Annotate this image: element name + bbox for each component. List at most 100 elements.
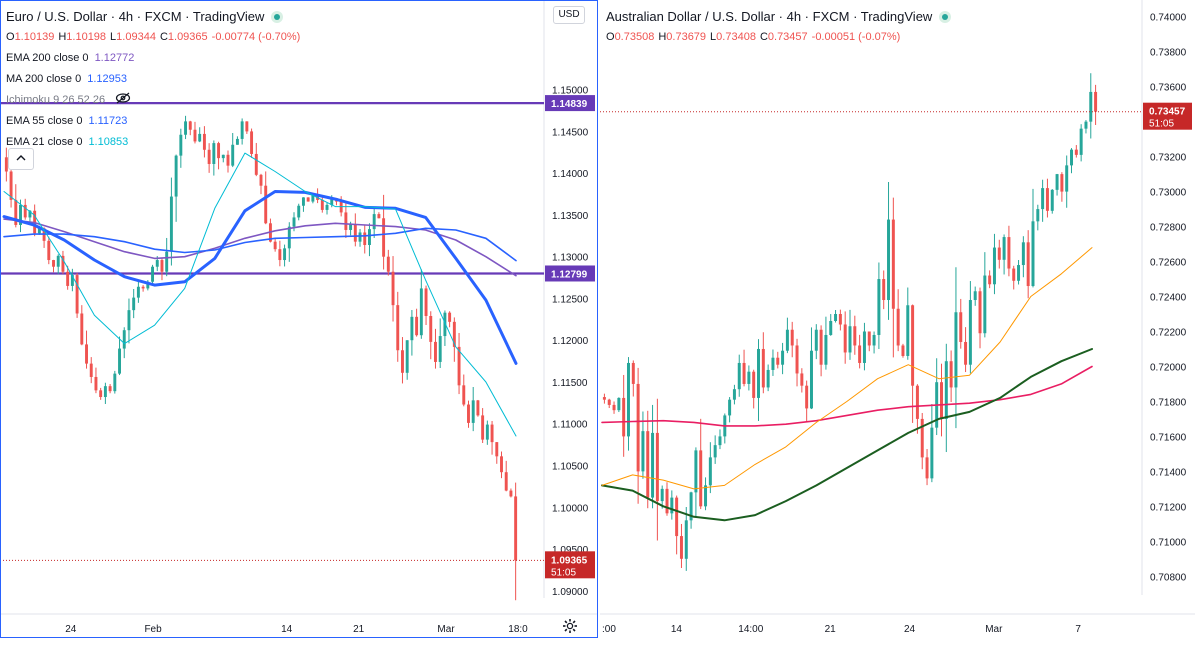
eurusd-candle[interactable] [297, 203, 301, 221]
audusd-candle[interactable] [1017, 260, 1021, 285]
eurusd-candle[interactable] [504, 460, 508, 492]
audusd-candle[interactable] [1055, 173, 1059, 196]
audusd-candle[interactable] [679, 523, 683, 568]
audusd-candle[interactable] [814, 324, 818, 360]
eurusd-candle[interactable] [490, 420, 494, 455]
audusd-candle[interactable] [670, 490, 674, 520]
audusd-candle[interactable] [906, 287, 910, 360]
eurusd-candle[interactable] [184, 115, 188, 140]
eurusd-candle[interactable] [245, 121, 249, 134]
eurusd-candle[interactable] [80, 305, 84, 346]
eurusd-candle[interactable] [89, 357, 93, 384]
audusd-candle[interactable] [944, 343, 948, 453]
audusd-candle[interactable] [896, 289, 900, 352]
eurusd-candle[interactable] [240, 118, 244, 145]
audusd-candle[interactable] [694, 447, 698, 517]
eurusd-candle[interactable] [52, 259, 55, 273]
audusd-candle[interactable] [790, 321, 794, 358]
eurusd-candle[interactable] [457, 332, 461, 395]
audusd-candle[interactable] [1089, 73, 1093, 139]
legend-collapse-button[interactable] [8, 148, 34, 170]
audusd-chart-svg[interactable]: 0.740000.738000.736000.734000.732000.730… [600, 0, 1195, 645]
eurusd-candle[interactable] [118, 336, 121, 376]
audusd-candle[interactable] [920, 412, 924, 470]
eurusd-candle[interactable] [320, 196, 324, 213]
audusd-candle[interactable] [915, 384, 919, 434]
eurusd-candle[interactable] [344, 201, 348, 239]
audusd-candle[interactable] [626, 357, 630, 451]
audusd-candle[interactable] [752, 369, 756, 409]
eurusd-candle[interactable] [75, 272, 79, 318]
audusd-candle[interactable] [1045, 178, 1049, 218]
audusd-candle[interactable] [1021, 236, 1025, 278]
audusd-candle[interactable] [925, 449, 929, 486]
audusd-candle[interactable] [882, 270, 886, 310]
eurusd-candle[interactable] [108, 384, 112, 394]
eurusd-candle[interactable] [325, 202, 329, 215]
audusd-candle[interactable] [949, 350, 953, 403]
audusd-candle[interactable] [737, 354, 741, 397]
eurusd-candle[interactable] [500, 451, 503, 479]
audusd-candle[interactable] [1050, 189, 1054, 214]
audusd-candle[interactable] [935, 358, 939, 436]
eurusd-candle[interactable] [47, 236, 51, 265]
audusd-candle[interactable] [742, 349, 746, 387]
audusd-candle[interactable] [901, 343, 905, 358]
audusd-candle[interactable] [723, 413, 727, 444]
eurusd-candle[interactable] [367, 223, 371, 257]
eurusd-candle[interactable] [85, 330, 88, 369]
gear-icon[interactable] [562, 618, 578, 638]
eurusd-candle[interactable] [410, 310, 414, 356]
audusd-candle[interactable] [809, 327, 813, 410]
audusd-candle[interactable] [607, 398, 611, 409]
audusd-candle[interactable] [1012, 265, 1016, 290]
audusd-candle[interactable] [1070, 148, 1074, 174]
audusd-candle[interactable] [1065, 155, 1069, 208]
audusd-candle[interactable] [992, 233, 996, 295]
audusd-candle[interactable] [983, 252, 987, 338]
audusd-candle[interactable] [665, 482, 669, 516]
audusd-candle[interactable] [646, 410, 650, 509]
eurusd-candle[interactable] [174, 154, 178, 222]
audusd-candle[interactable] [862, 322, 866, 371]
audusd-candle[interactable] [1031, 188, 1035, 288]
audusd-candle[interactable] [651, 404, 655, 509]
audusd-candle[interactable] [732, 384, 736, 405]
audusd-candle[interactable] [675, 495, 679, 555]
eurusd-candle[interactable] [113, 370, 117, 394]
audusd-candle[interactable] [867, 331, 871, 352]
audusd-candle[interactable] [930, 404, 934, 483]
eurusd-candle[interactable] [476, 399, 480, 417]
audusd-candle[interactable] [805, 380, 809, 423]
audusd-candle[interactable] [1026, 230, 1030, 299]
audusd-candle[interactable] [776, 351, 780, 369]
audusd-candle[interactable] [978, 287, 982, 349]
eurusd-candle[interactable] [132, 289, 136, 319]
eurusd-candle[interactable] [391, 256, 395, 322]
eurusd-candle[interactable] [283, 244, 287, 267]
audusd-candle[interactable] [631, 360, 635, 397]
eurusd-candle[interactable] [160, 258, 164, 281]
audusd-candle[interactable] [843, 311, 847, 364]
audusd-candle[interactable] [781, 342, 785, 375]
audusd-ma-line-ema-55[interactable] [601, 247, 1093, 490]
audusd-candle[interactable] [1079, 124, 1083, 162]
audusd-candle[interactable] [612, 401, 616, 414]
audusd-candle[interactable] [858, 334, 862, 369]
eurusd-candle[interactable] [452, 317, 456, 362]
eurusd-candle[interactable] [443, 310, 447, 346]
eurusd-candle[interactable] [235, 136, 239, 145]
eurusd-candle[interactable] [198, 127, 202, 143]
eurusd-candle[interactable] [66, 265, 70, 290]
audusd-candle[interactable] [1084, 120, 1088, 134]
audusd-candle[interactable] [954, 267, 958, 429]
eurusd-candle[interactable] [358, 228, 362, 247]
audusd-ma-line-ema-200[interactable] [601, 365, 1093, 427]
eurusd-candle[interactable] [363, 225, 367, 254]
eurusd-candle[interactable] [467, 400, 470, 428]
indicator-ema200[interactable]: EMA 200 close 0 1.12772 [6, 48, 300, 69]
eurusd-candle[interactable] [353, 213, 357, 247]
eurusd-candle[interactable] [495, 442, 499, 464]
eye-hidden-icon[interactable] [115, 90, 131, 111]
eurusd-candle[interactable] [424, 285, 428, 326]
